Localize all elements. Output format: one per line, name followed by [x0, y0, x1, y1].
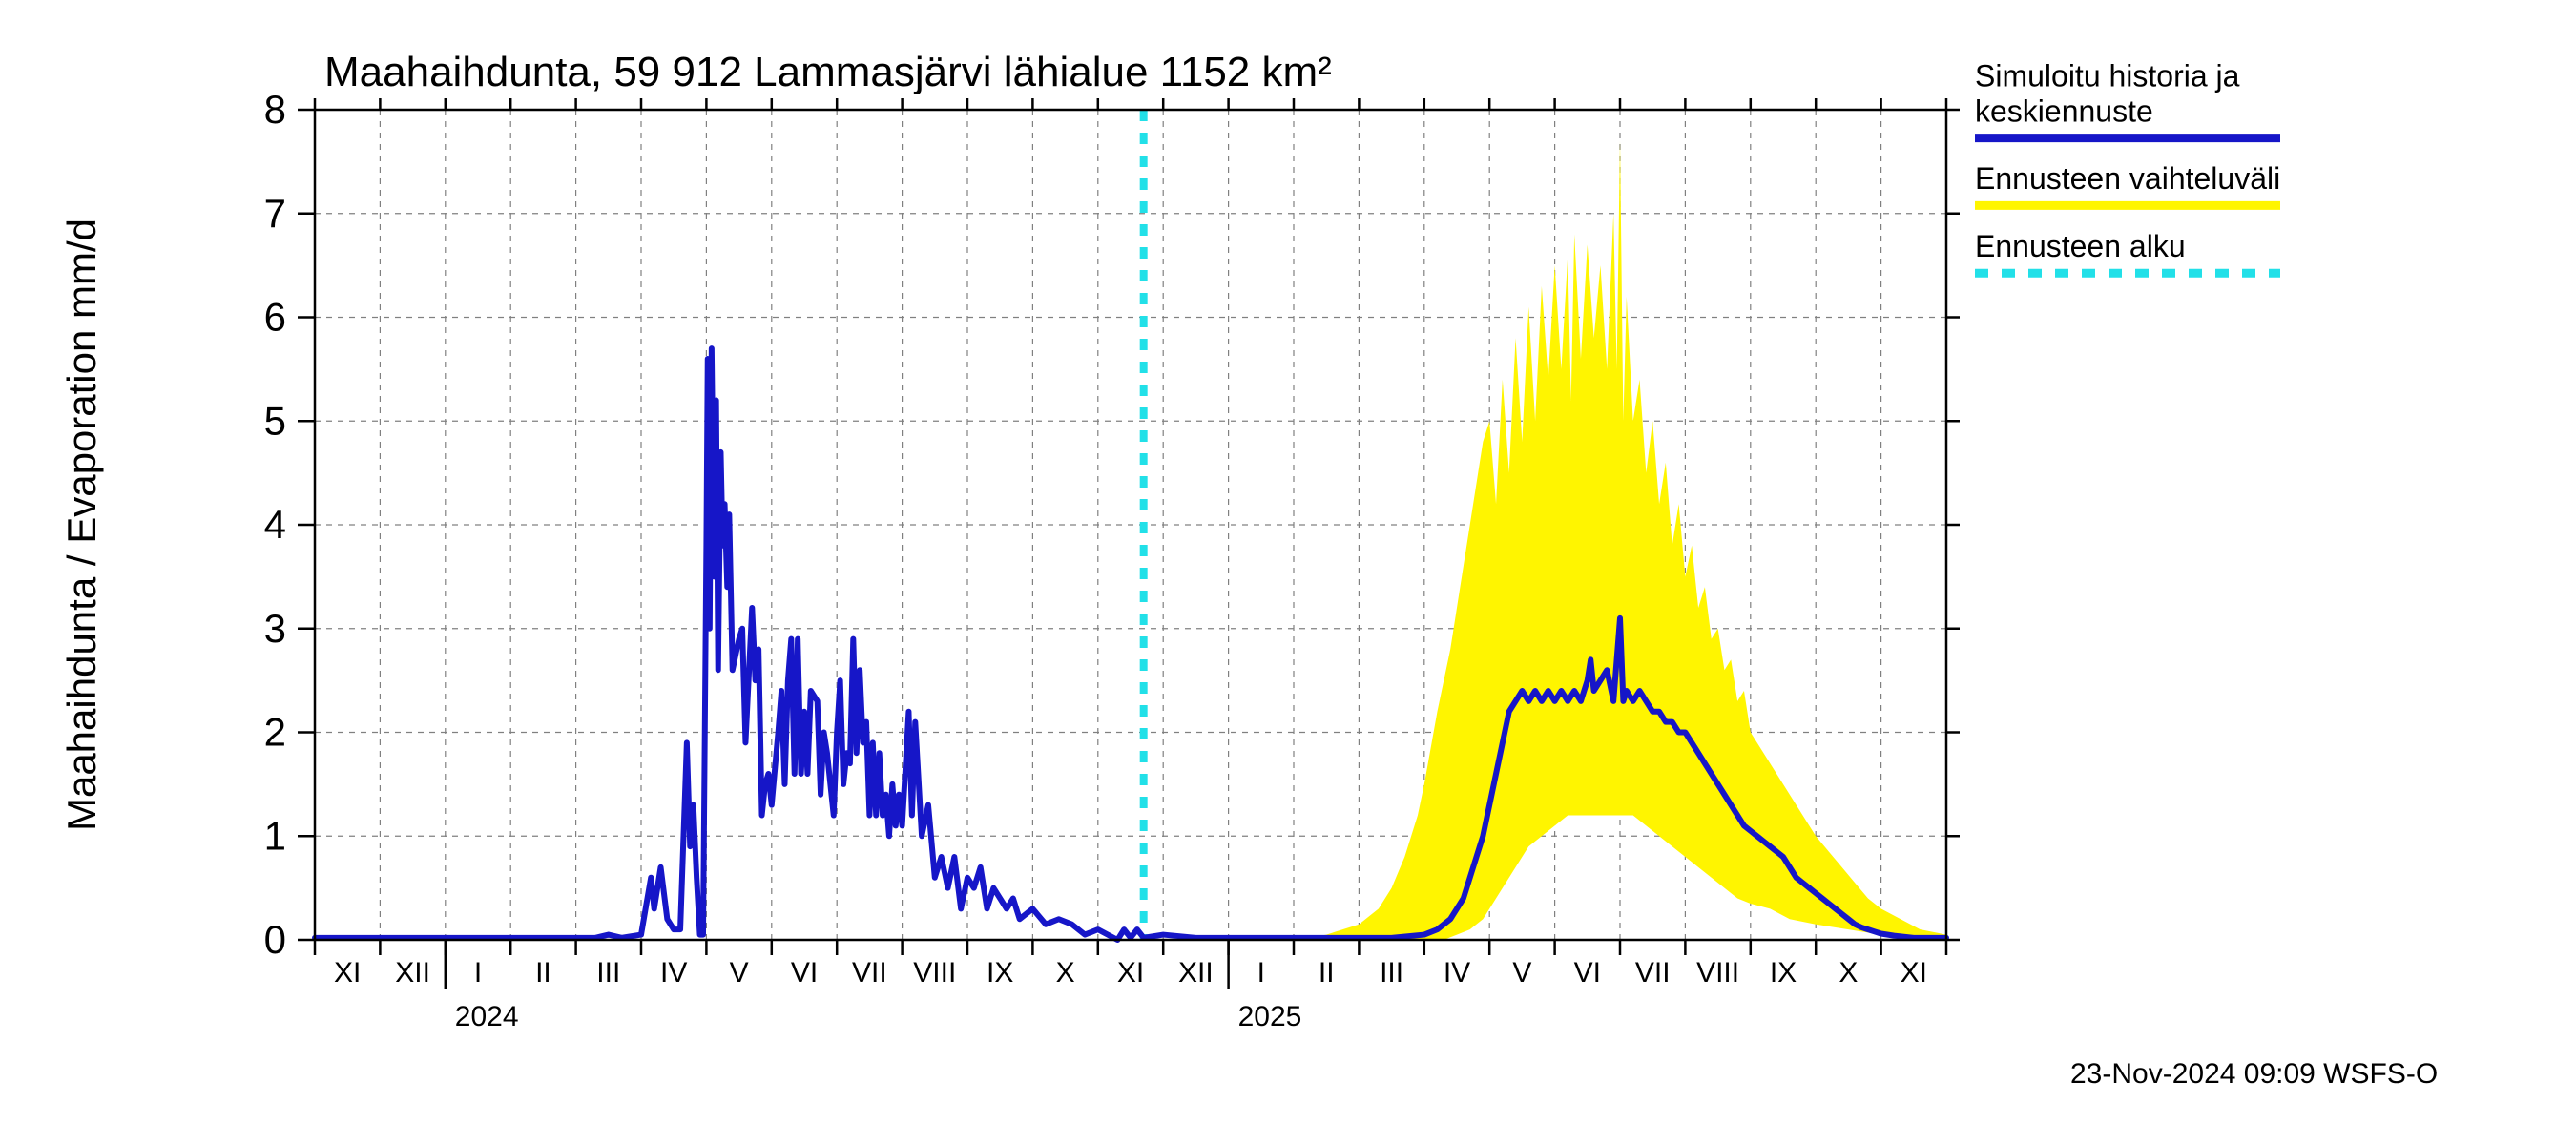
- x-month-label: XI: [1901, 957, 1927, 989]
- y-tick-label: 8: [264, 87, 286, 132]
- x-month-label: X: [1839, 957, 1858, 989]
- x-month-label: I: [1257, 957, 1265, 989]
- y-tick-label: 1: [264, 813, 286, 858]
- y-tick-label: 4: [264, 502, 286, 547]
- chart-container: 012345678XIXIIIIIIIIIVVVIVIIVIIIIXXXIXII…: [0, 0, 2576, 1145]
- x-month-label: VIII: [1696, 957, 1739, 989]
- x-month-label: V: [1512, 957, 1531, 989]
- legend-label: Ennusteen vaihteluväli: [1975, 161, 2280, 196]
- x-year-label: 2024: [455, 1001, 519, 1032]
- x-year-label: 2025: [1238, 1001, 1302, 1032]
- x-month-label: IX: [987, 957, 1013, 989]
- x-month-label: X: [1056, 957, 1075, 989]
- x-month-label: XII: [1178, 957, 1214, 989]
- chart-title: Maahaihdunta, 59 912 Lammasjärvi lähialu…: [324, 49, 1332, 95]
- x-month-label: IV: [660, 957, 687, 989]
- x-month-label: III: [596, 957, 620, 989]
- legend-label: Simuloitu historia ja: [1975, 59, 2240, 94]
- y-axis-label: Maahaihdunta / Evaporation mm/d: [59, 219, 104, 831]
- chart-svg: 012345678XIXIIIIIIIIIVVVIVIIVIIIIXXXIXII…: [0, 0, 2576, 1145]
- x-month-label: VI: [1574, 957, 1601, 989]
- y-tick-label: 0: [264, 917, 286, 962]
- x-month-label: VIII: [913, 957, 956, 989]
- legend-label: Ennusteen alku: [1975, 229, 2186, 263]
- y-tick-label: 5: [264, 398, 286, 443]
- x-month-label: III: [1380, 957, 1403, 989]
- x-month-label: XII: [395, 957, 430, 989]
- y-tick-label: 2: [264, 710, 286, 755]
- x-month-label: VI: [791, 957, 818, 989]
- x-month-label: II: [1319, 957, 1335, 989]
- x-month-label: V: [730, 957, 749, 989]
- x-month-label: VII: [1635, 957, 1671, 989]
- legend-label: keskiennuste: [1975, 94, 2153, 128]
- x-month-label: IV: [1444, 957, 1470, 989]
- y-tick-label: 6: [264, 295, 286, 340]
- x-month-label: II: [535, 957, 551, 989]
- footer-timestamp: 23-Nov-2024 09:09 WSFS-O: [2070, 1058, 2438, 1090]
- x-month-label: XI: [1117, 957, 1144, 989]
- x-month-label: IX: [1770, 957, 1797, 989]
- x-month-label: I: [474, 957, 482, 989]
- y-tick-label: 7: [264, 191, 286, 236]
- y-tick-label: 3: [264, 606, 286, 651]
- x-month-label: XI: [334, 957, 361, 989]
- x-month-label: VII: [852, 957, 887, 989]
